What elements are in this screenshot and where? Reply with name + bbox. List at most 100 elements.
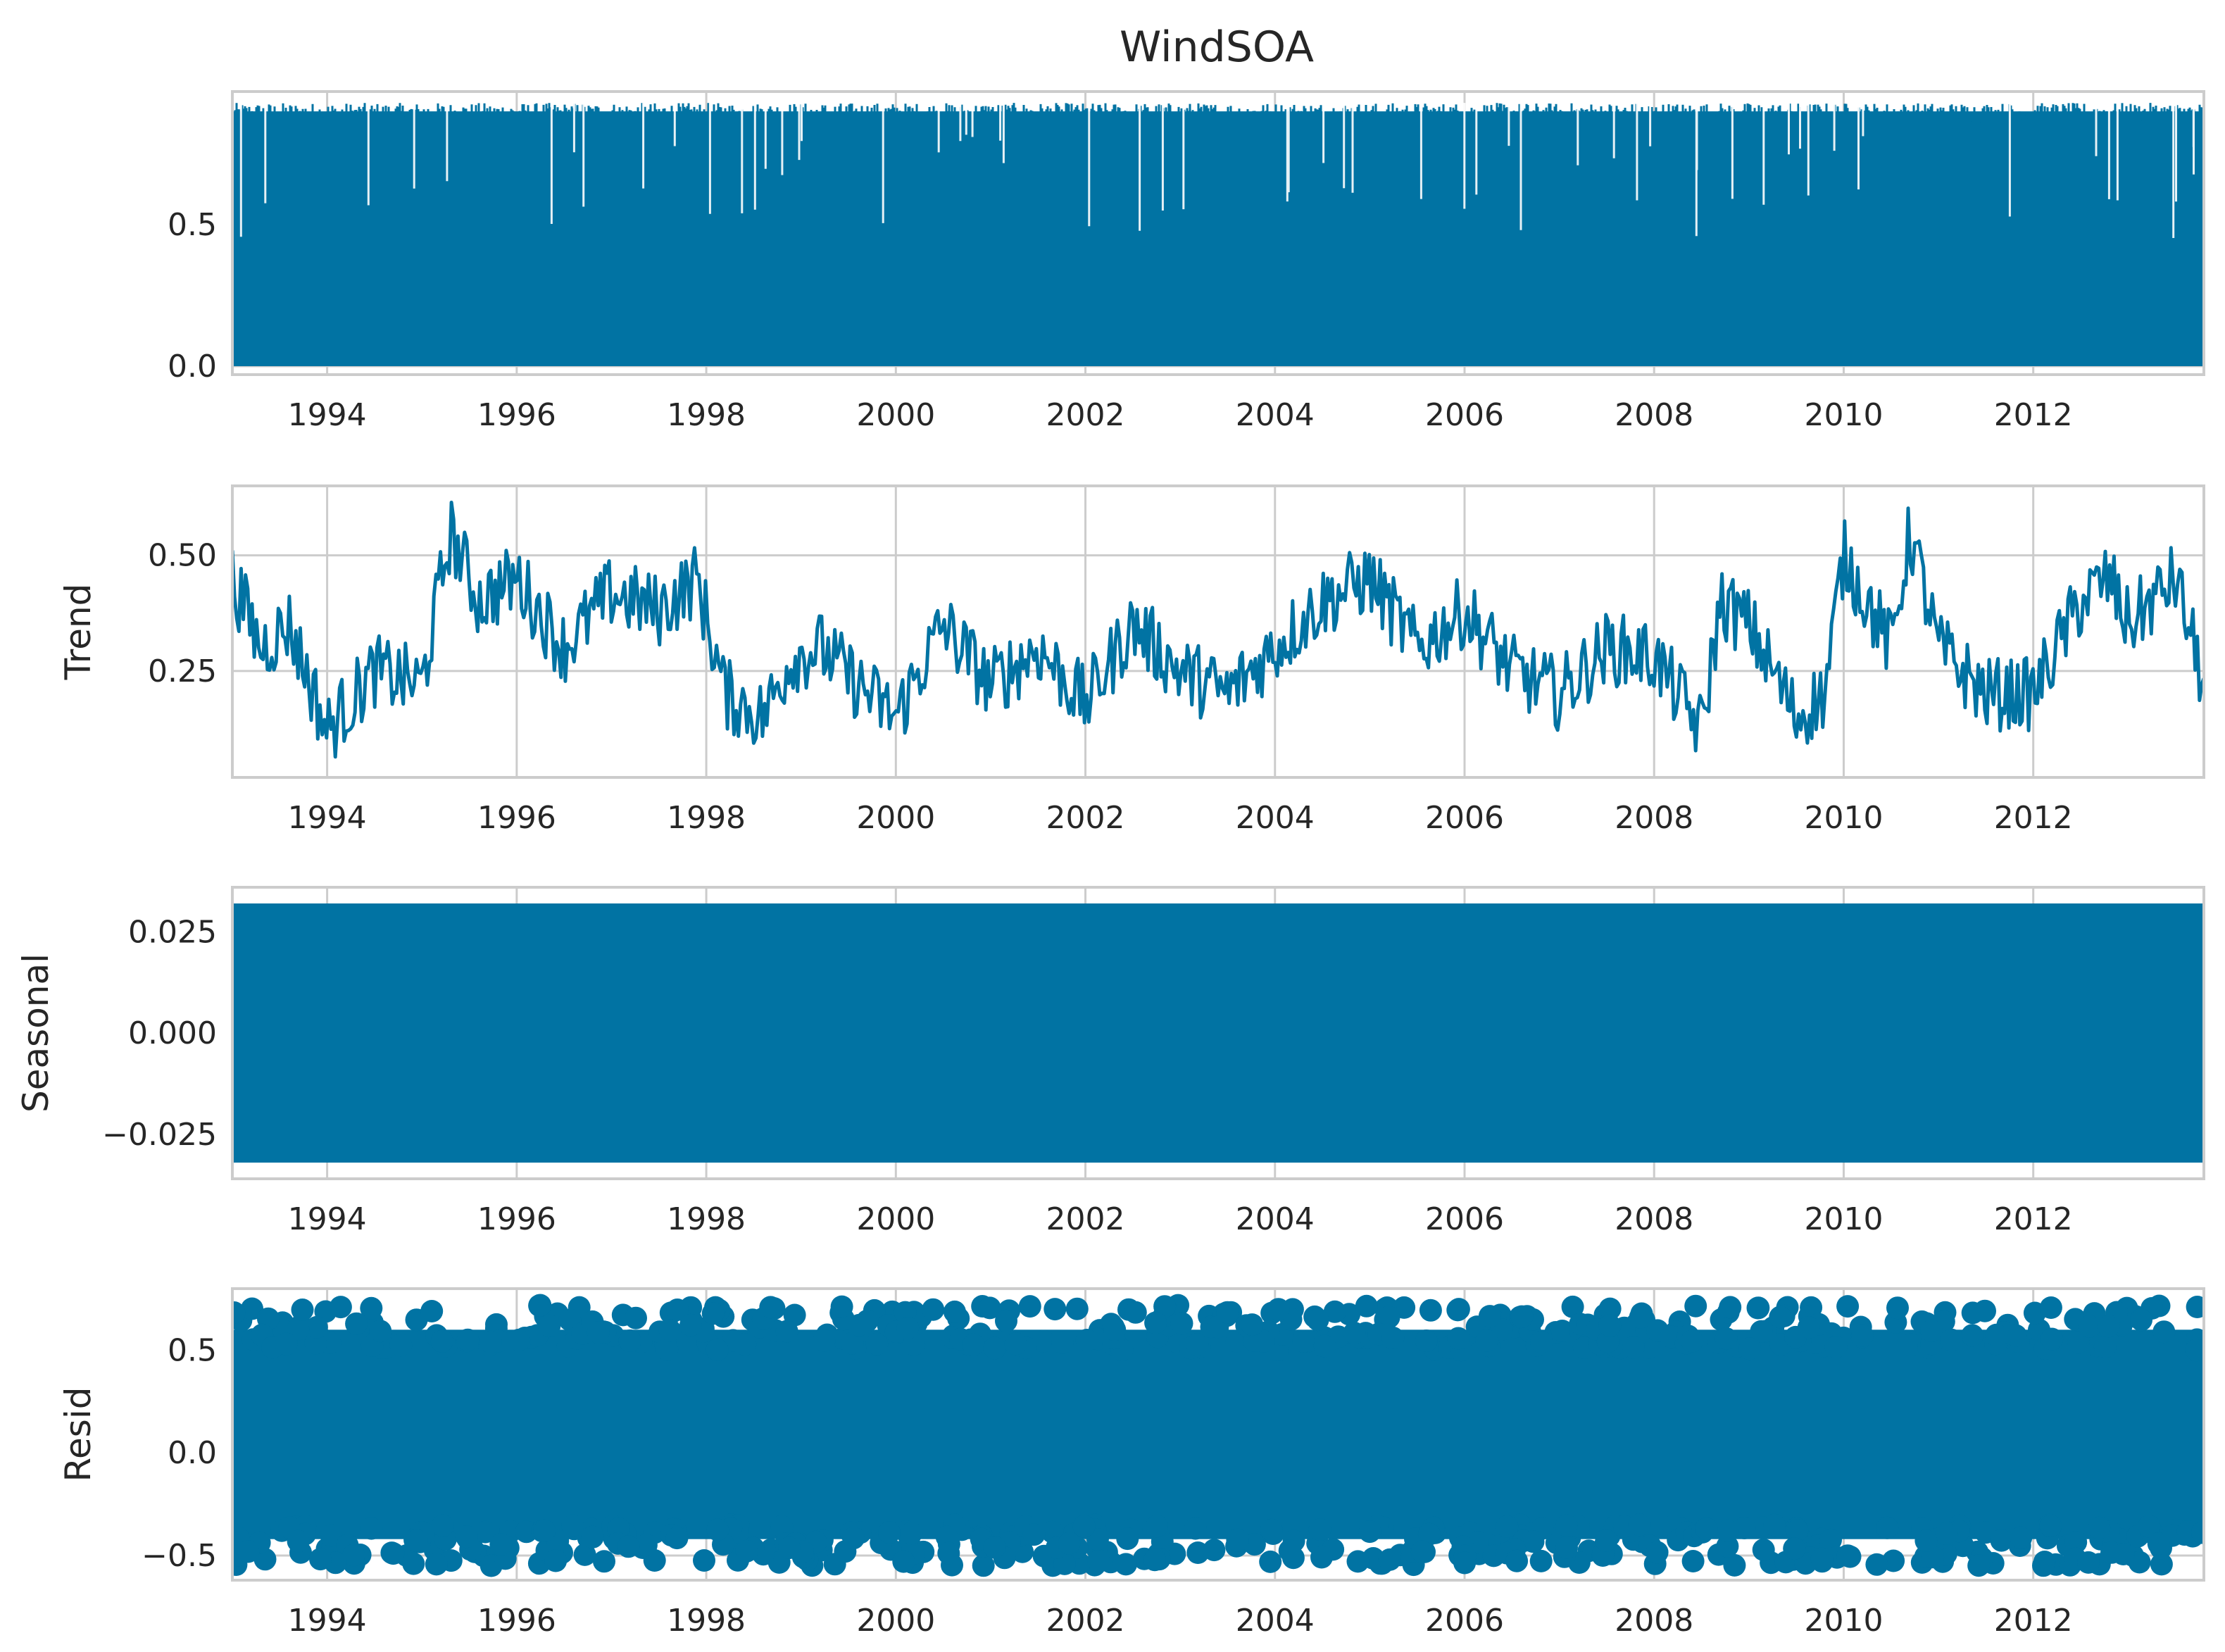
x-tick-label: 2010 (1804, 800, 1883, 836)
resid-point (665, 1527, 689, 1550)
resid-point (922, 1298, 945, 1321)
x-tick-label: 2004 (1236, 1201, 1315, 1237)
resid-point (943, 1300, 966, 1323)
x-tick-label: 2012 (1994, 1603, 2073, 1639)
resid-band (232, 1329, 2204, 1539)
resid-point (983, 1536, 1006, 1559)
resid-point (2093, 1335, 2117, 1358)
y-tick-label: 0.50 (148, 538, 217, 574)
resid-point (360, 1296, 383, 1320)
resid-point (431, 1514, 454, 1537)
resid-point (1695, 1518, 1718, 1541)
resid-point (593, 1550, 615, 1573)
resid-point (1216, 1301, 1239, 1324)
resid-point (962, 1333, 985, 1356)
resid-point (1153, 1295, 1177, 1318)
resid-point (1243, 1533, 1266, 1556)
resid-point (935, 1525, 958, 1548)
resid-point (1381, 1326, 1405, 1349)
resid-point (1226, 1528, 1249, 1551)
resid-point (1186, 1333, 1209, 1356)
resid-point (1170, 1312, 1193, 1335)
resid-point (1716, 1534, 1739, 1558)
resid-point (1750, 1320, 1773, 1343)
resid-point (1510, 1305, 1534, 1328)
resid-point (1259, 1550, 1282, 1573)
resid-point (1310, 1546, 1333, 1569)
chart-title: WindSOA (1120, 23, 1314, 72)
resid-point (2032, 1554, 2055, 1577)
resid-point (1715, 1327, 1738, 1350)
resid-point (529, 1294, 552, 1317)
resid-point (456, 1328, 480, 1351)
resid-point (1935, 1522, 1958, 1545)
resid-point (1733, 1517, 1756, 1539)
resid-point (1018, 1295, 1041, 1318)
resid-point (1446, 1299, 1469, 1322)
x-tick-label: 2008 (1615, 1201, 1693, 1237)
x-tick-label: 2004 (1236, 1603, 1315, 1639)
resid-point (2039, 1296, 2062, 1319)
y-tick-label: 0.0 (168, 349, 217, 384)
resid-point (1505, 1549, 1529, 1572)
resid-point (656, 1338, 679, 1361)
resid-point (489, 1533, 513, 1556)
resid-point (1974, 1299, 1996, 1322)
resid-point (842, 1527, 865, 1550)
x-tick-label: 1998 (667, 800, 746, 836)
x-tick-label: 2006 (1425, 1603, 1504, 1639)
resid-point (878, 1521, 901, 1544)
resid-point (1810, 1547, 1834, 1570)
y-tick-label: 0.25 (148, 653, 217, 689)
resid-point (1065, 1297, 1089, 1320)
resid-point (1343, 1322, 1366, 1344)
resid-point (2067, 1331, 2090, 1354)
series-resid (232, 1294, 2204, 1577)
x-tick-label: 1994 (288, 1201, 367, 1237)
x-tick-label: 2002 (1046, 800, 1125, 836)
resid-point (701, 1302, 725, 1325)
resid-point (1622, 1336, 1645, 1359)
resid-point (1555, 1514, 1578, 1537)
resid-point (455, 1525, 478, 1548)
resid-point (1752, 1538, 1775, 1561)
x-tick-label: 1996 (477, 1201, 556, 1237)
resid-point (1072, 1515, 1096, 1538)
x-tick-label: 1994 (288, 397, 367, 433)
y-axis-label: Resid (58, 1387, 99, 1482)
x-tick-label: 2002 (1046, 397, 1125, 433)
x-tick-label: 2008 (1615, 397, 1693, 433)
resid-point (1819, 1528, 1842, 1551)
panel-observed: 1994 1996 1998 2000 2002 2004 2006 2008 2010 2012… (168, 90, 2205, 433)
x-tick-label: 1996 (477, 800, 556, 836)
resid-point (848, 1313, 871, 1337)
y-axis-label: Seasonal (15, 953, 56, 1113)
x-tick-label: 1998 (667, 1603, 746, 1639)
resid-point (1453, 1551, 1477, 1575)
resid-point (1783, 1537, 1806, 1560)
resid-point (1032, 1329, 1055, 1353)
resid-point (360, 1517, 383, 1540)
resid-point (2097, 1315, 2120, 1338)
resid-point (937, 1541, 960, 1565)
resid-point (1475, 1329, 1498, 1352)
resid-point (706, 1518, 729, 1541)
resid-point (241, 1297, 263, 1320)
x-tick-label: 1996 (477, 397, 556, 433)
axes-frame (231, 1287, 2205, 1582)
resid-point (1260, 1518, 1283, 1541)
resid-point (1940, 1328, 1963, 1351)
seasonal-band (232, 903, 2204, 1163)
resid-point (1914, 1529, 1938, 1552)
resid-point (1646, 1541, 1669, 1564)
resid-point (544, 1549, 568, 1572)
resid-point (1447, 1327, 1470, 1350)
resid-points (232, 1294, 2204, 1577)
x-tick-label: 2006 (1425, 1201, 1504, 1237)
resid-point (1561, 1295, 1584, 1318)
resid-point (1355, 1294, 1378, 1318)
resid-point (1075, 1329, 1098, 1351)
resid-point (1417, 1522, 1441, 1546)
resid-point (345, 1312, 368, 1335)
